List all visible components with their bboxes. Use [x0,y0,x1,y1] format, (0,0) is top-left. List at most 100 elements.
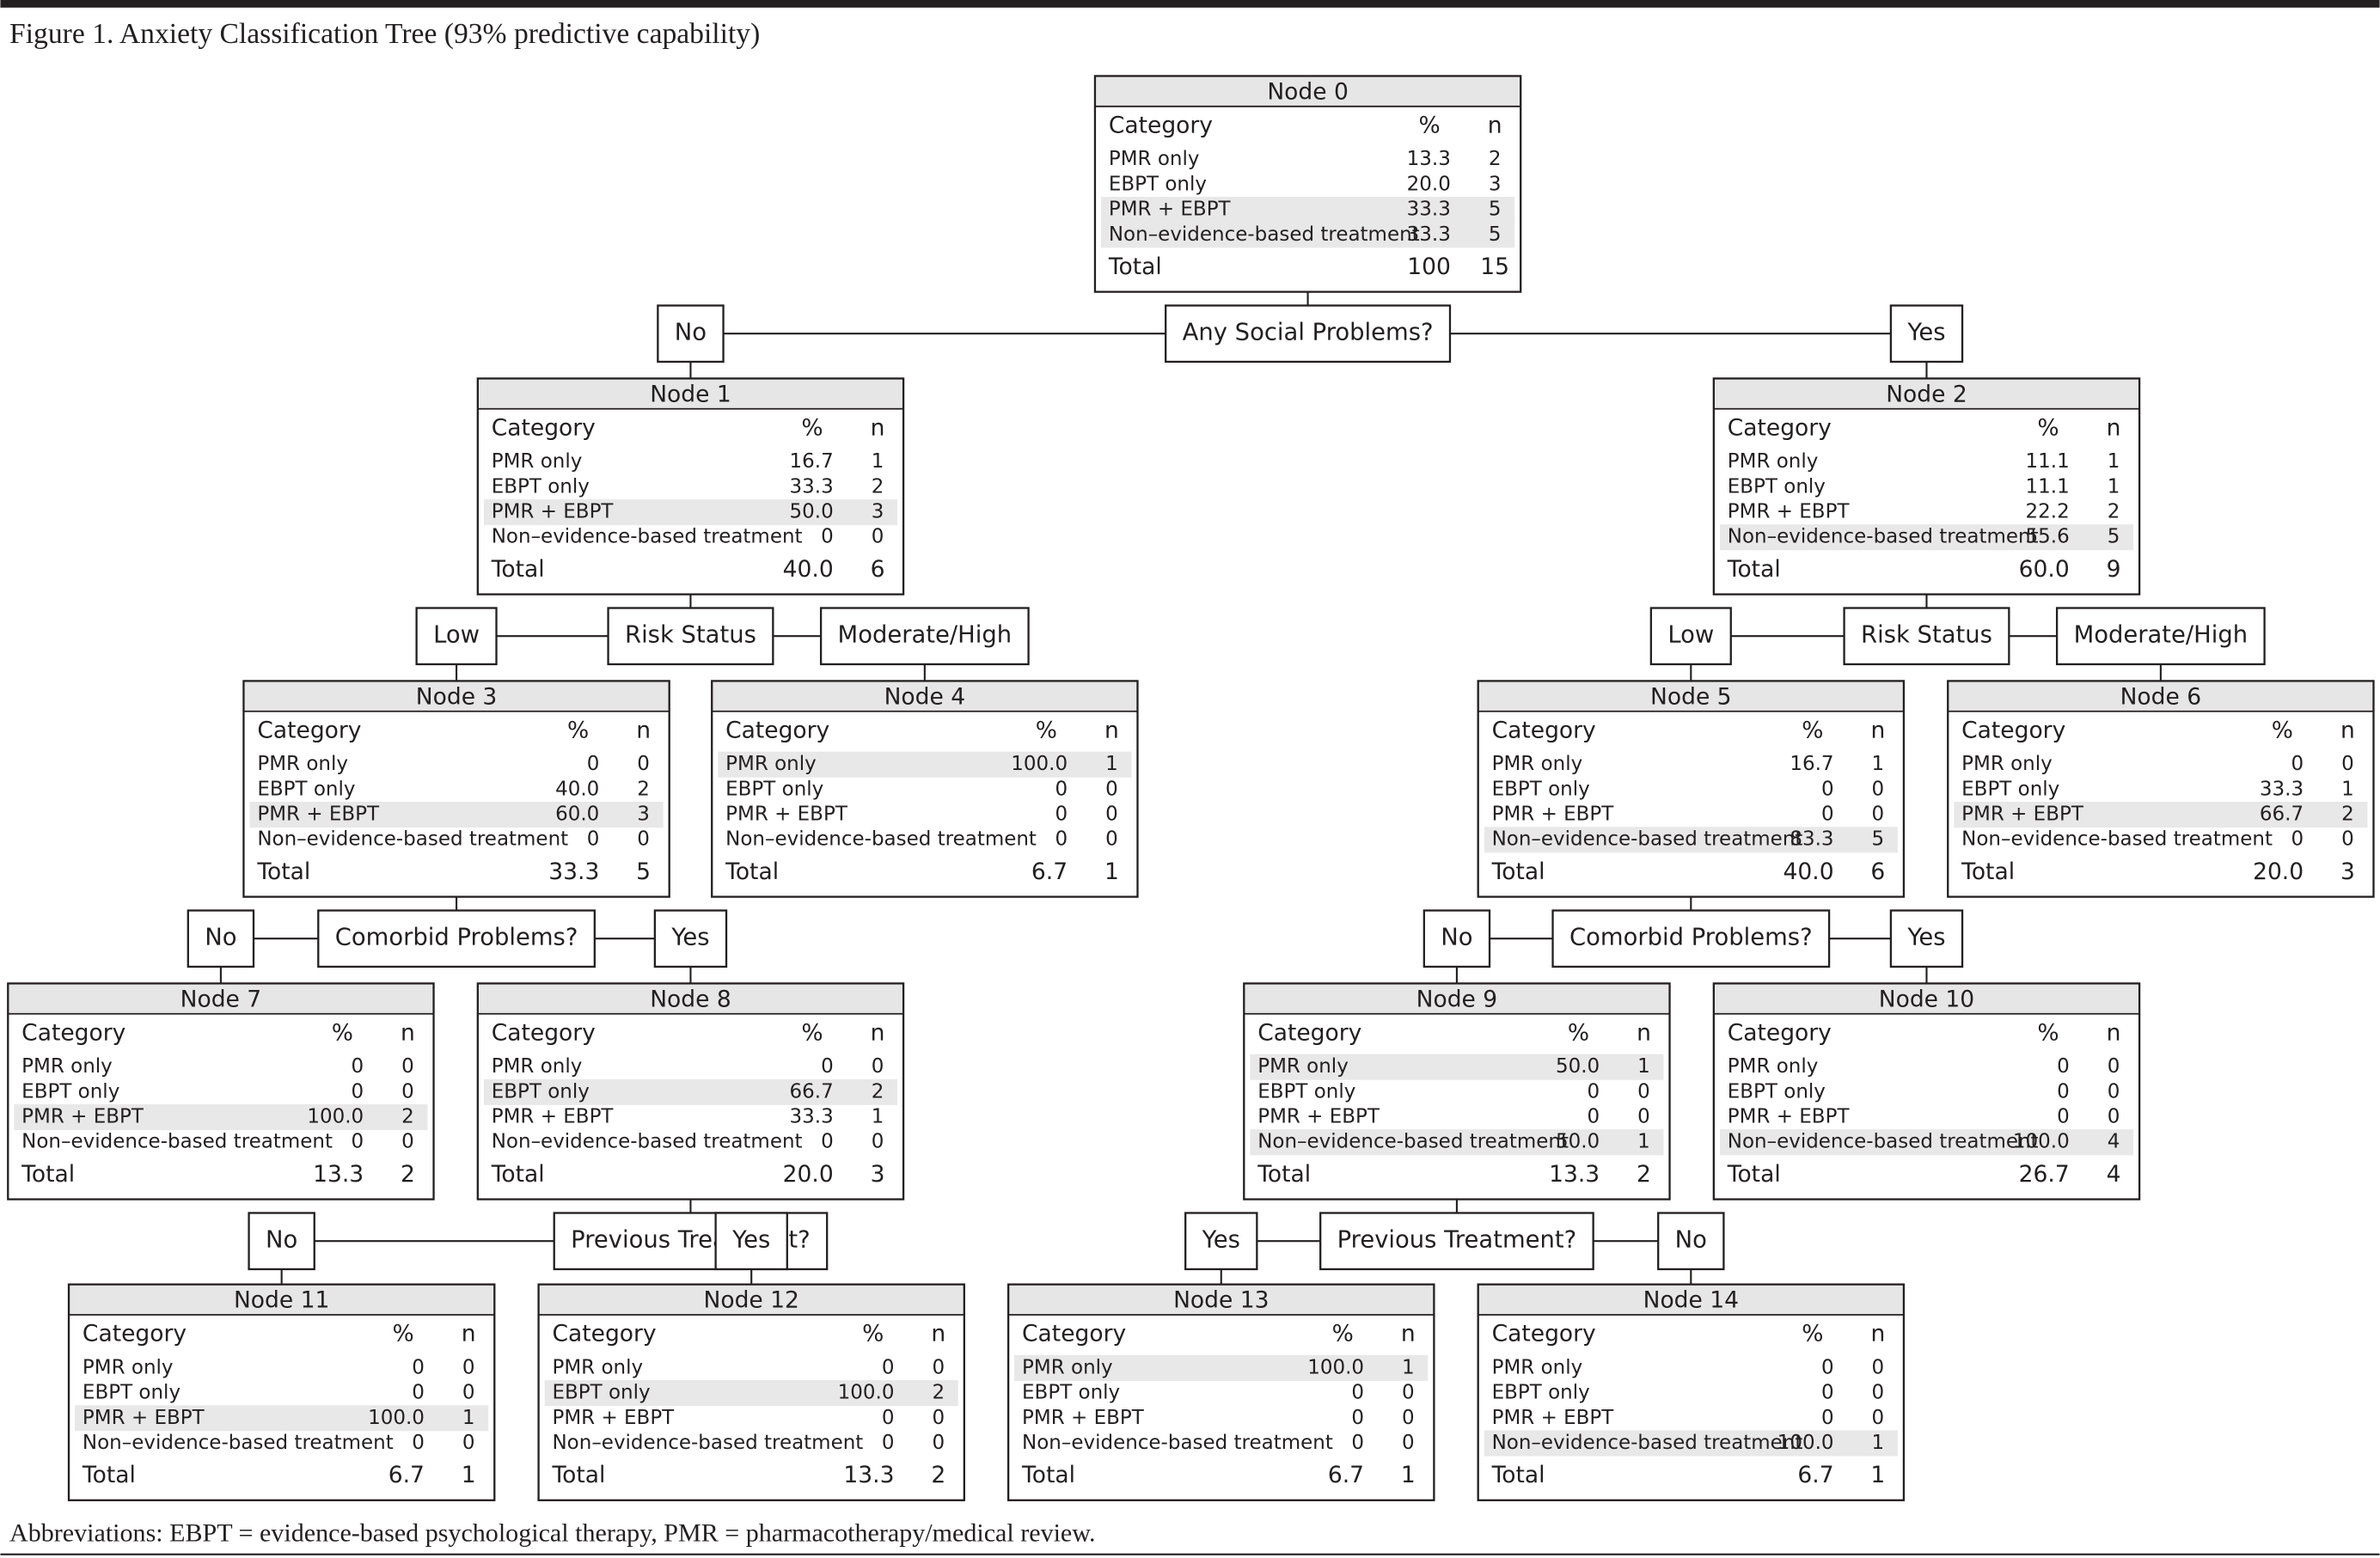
column-header: n [401,1019,415,1046]
branch-label: Yes [1906,925,1945,951]
column-header: % [1418,112,1440,138]
total-label: Total [725,858,779,885]
percent-cell: 0 [882,1356,895,1378]
column-header: % [567,717,589,743]
split-question-box [607,607,774,666]
branch-label-box [1889,909,1964,968]
category-name: EBPT only [492,1080,590,1103]
row-highlight [1014,1354,1429,1381]
node-header-band [1244,983,1670,1014]
category-name: PMR + EBPT [1492,1407,1615,1429]
column-header: % [393,1320,414,1347]
branch-label-box [657,304,725,364]
total-count: 1 [1870,1462,1885,1488]
branch-label: No [1675,1227,1707,1254]
total-label: Total [256,858,310,885]
node-header-band [1008,1284,1435,1315]
figure-title: Figure 1. Anxiety Classification Tree (9… [9,18,760,50]
total-label: Total [82,1462,136,1488]
category-name: PMR + EBPT [492,1106,615,1128]
category-name: EBPT only [725,778,823,800]
category-name: PMR only [21,1055,113,1078]
node-header-band [477,983,904,1014]
count-cell: 3 [872,501,884,523]
count-cell: 0 [401,1131,414,1153]
total-percent: 26.7 [2019,1161,2070,1188]
category-name: Non–evidence-based treatment [83,1432,394,1454]
count-cell: 2 [2108,501,2120,523]
count-cell: 5 [1489,223,1502,246]
category-name: PMR only [1728,1055,1819,1078]
percent-cell: 33.3 [2260,778,2304,800]
count-cell: 1 [1105,753,1118,775]
category-name: Non–evidence-based treatment [1728,1131,2039,1153]
count-cell: 1 [2341,778,2354,800]
node-title: Node 4 [884,683,966,710]
column-header: % [1568,1019,1589,1046]
column-header: % [1802,717,1823,743]
total-label: Total [1727,1161,1781,1188]
count-cell: 1 [2108,475,2120,498]
count-cell: 4 [2108,1131,2120,1153]
total-percent: 40.0 [1783,858,1834,885]
column-header: n [636,717,651,743]
column-header: n [1401,1320,1416,1347]
node-title: Node 11 [234,1287,329,1314]
split-question-box [1165,304,1452,364]
count-cell: 2 [637,778,650,800]
branch-label-box [1184,1212,1258,1271]
branch-label: Low [433,622,480,649]
count-cell: 0 [1402,1382,1415,1404]
percent-cell: 0 [587,828,600,851]
row-highlight [1954,802,2368,828]
category-name: PMR only [1257,1055,1349,1078]
count-cell: 5 [1489,199,1502,221]
total-label: Total [1491,858,1545,885]
column-header: Category [21,1019,125,1046]
category-name: Non–evidence-based treatment [725,828,1037,851]
count-cell: 1 [1637,1055,1650,1078]
count-cell: 3 [1489,173,1502,195]
node-header-band [1094,76,1521,107]
percent-cell: 0 [1055,828,1068,851]
percent-cell: 0 [2057,1055,2070,1078]
count-cell: 2 [872,475,884,498]
category-name: PMR only [492,1055,583,1078]
column-header: Category [492,414,596,441]
node-header-band [243,681,670,712]
category-name: Non–evidence-based treatment [1022,1432,1333,1454]
branch-label: Moderate/High [838,622,1013,649]
count-cell: 0 [1105,803,1118,826]
column-header: n [871,1019,885,1046]
column-header: Category [1728,1019,1832,1046]
count-cell: 2 [401,1106,414,1128]
row-highlight [483,1078,898,1105]
category-name: Non–evidence-based treatment [552,1432,863,1454]
percent-cell: 0 [1821,803,1834,826]
branch-label-box [653,909,728,968]
count-cell: 0 [932,1407,945,1429]
total-label: Total [1491,1462,1545,1488]
count-cell: 3 [637,803,650,826]
category-name: Non–evidence-based treatment [257,828,568,851]
branch-label: Low [1667,622,1714,649]
category-name: PMR + EBPT [492,501,615,523]
total-count: 6 [871,556,885,583]
percent-cell: 11.1 [2026,475,2070,498]
branch-label: Yes [1906,320,1945,346]
count-cell: 1 [1402,1356,1415,1378]
row-highlight [75,1405,489,1432]
percent-cell: 55.6 [2026,526,2070,548]
percent-cell: 50.0 [1556,1055,1600,1078]
branch-label-box [714,1212,788,1271]
category-name: Non–evidence-based treatment [1492,1432,1803,1454]
row-highlight [1484,1430,1898,1457]
row-highlight [483,499,898,526]
split-question-box [317,909,596,968]
percent-cell: 0 [412,1356,425,1378]
category-name: PMR + EBPT [1961,803,2084,826]
count-cell: 0 [2341,828,2354,851]
total-percent: 6.7 [389,1462,425,1488]
branch-label-box [415,607,498,666]
percent-cell: 0 [587,753,600,775]
